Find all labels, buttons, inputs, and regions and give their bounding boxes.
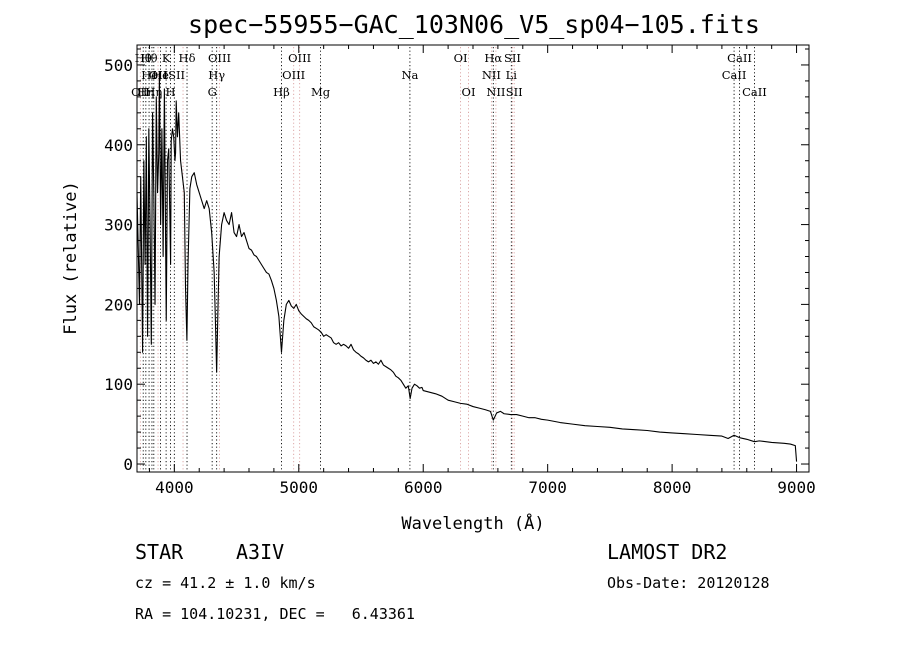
y-tick-label: 500	[104, 56, 133, 75]
x-tick-label: 9000	[777, 478, 816, 497]
line-label: CaII	[727, 51, 752, 65]
line-label: Mg	[311, 85, 331, 99]
y-axis-label: Flux (relative)	[61, 181, 81, 335]
line-label: Li	[506, 68, 518, 82]
line-label: He	[152, 68, 169, 82]
line-label: Hθ	[141, 51, 158, 65]
line-label: ISII	[164, 68, 186, 82]
y-tick-label: 100	[104, 375, 133, 394]
x-tick-label: 4000	[155, 478, 194, 497]
x-tick-label: 6000	[404, 478, 443, 497]
line-label: Hγ	[208, 68, 225, 82]
line-label: OIII	[282, 68, 305, 82]
redshift-velocity: cz = 41.2 ± 1.0 km/s	[135, 574, 316, 592]
line-label: CaII	[742, 85, 767, 99]
x-tick-label: 8000	[653, 478, 692, 497]
spectrum-series	[136, 72, 798, 462]
observation-date: Obs-Date: 20120128	[607, 574, 770, 592]
line-label: SII	[504, 51, 521, 65]
x-tick-label: 5000	[280, 478, 319, 497]
line-label: G	[208, 85, 217, 99]
line-label: Na	[401, 68, 418, 82]
y-tick-label: 200	[104, 295, 133, 314]
spectral-line-labels: OIIHθHηHθHeIHηOIIHeKHISIIHδGHγOIIIHβOIII…	[131, 51, 767, 99]
line-label: Hη	[145, 85, 162, 99]
axis-ticks: 4000 5000 6000 7000 8000 9000 0 100 200 300 400 500	[104, 45, 816, 497]
line-label: OIII	[288, 51, 311, 65]
x-axis-label: Wavelength (Å)	[401, 512, 544, 534]
line-label: OI	[462, 85, 476, 99]
line-label: OII	[131, 85, 150, 99]
line-label: H	[165, 85, 175, 99]
line-label: OII	[149, 68, 168, 82]
spectral-line-markers	[139, 47, 755, 472]
survey-name: LAMOST DR2	[607, 540, 728, 564]
line-label: CaII	[722, 68, 747, 82]
line-label: Hθ	[135, 51, 152, 65]
line-label: OI	[454, 51, 468, 65]
line-label: HeI	[141, 68, 162, 82]
line-label: Hη	[137, 85, 154, 99]
line-label: Hβ	[273, 85, 290, 99]
x-tick-label: 7000	[528, 478, 567, 497]
plot-frame	[136, 44, 810, 473]
line-label: NII	[486, 85, 505, 99]
spectrum-chart: spec−55955−GAC_103N06_V5_sp04−105.fits O…	[61, 10, 816, 534]
coordinates: RA = 104.10231, DEC = 6.43361	[135, 605, 415, 623]
line-label: Hδ	[179, 51, 196, 65]
spectral-subclass: A3IV	[236, 540, 285, 564]
y-tick-label: 0	[123, 455, 133, 474]
object-type: STAR	[135, 540, 184, 564]
y-tick-label: 400	[104, 136, 133, 155]
line-label: SII	[506, 85, 523, 99]
line-label: OIII	[208, 51, 231, 65]
line-label: Hα	[484, 51, 502, 65]
y-tick-label: 300	[104, 216, 133, 235]
chart-title: spec−55955−GAC_103N06_V5_sp04−105.fits	[188, 10, 760, 39]
spectrum-line	[136, 72, 798, 462]
line-label: K	[162, 51, 171, 65]
line-label: NII	[482, 68, 501, 82]
